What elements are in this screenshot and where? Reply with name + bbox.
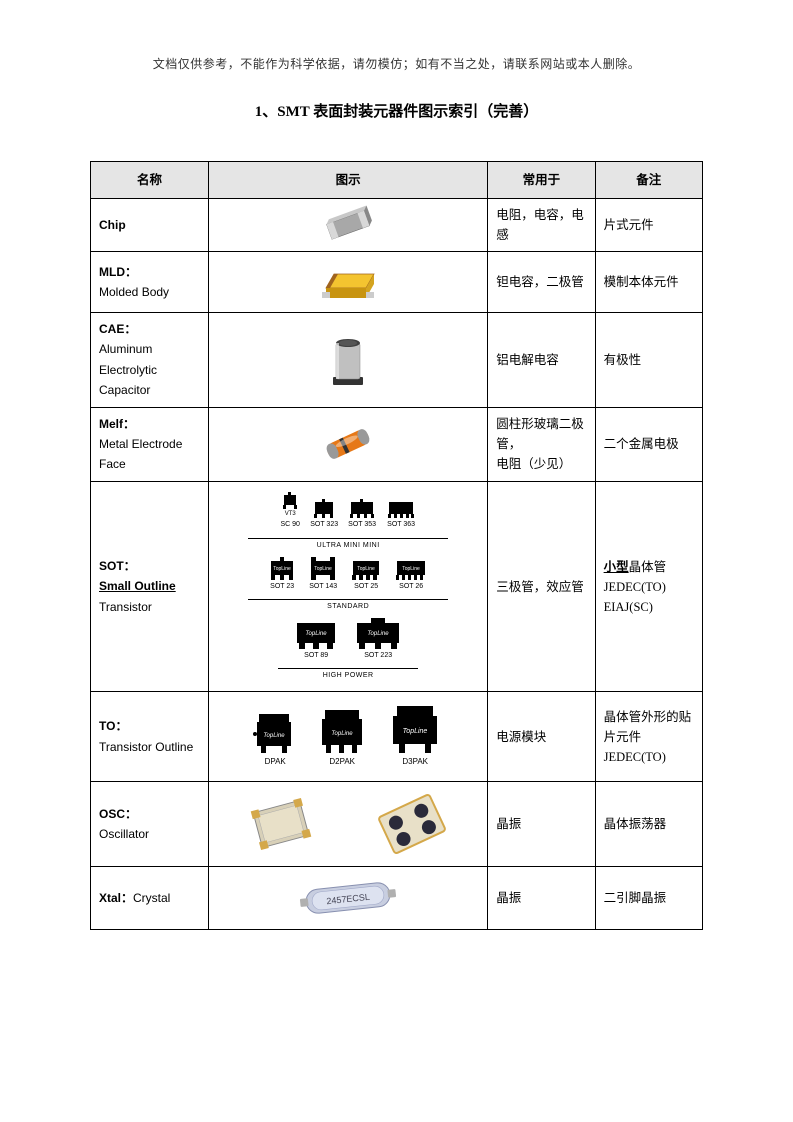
- xtal-icon: 2457ECSL: [293, 873, 403, 923]
- name-cell: MLD： Molded Body: [91, 252, 209, 313]
- table-row: TO： Transistor Outline TopLineDPAK TopLi…: [91, 692, 703, 782]
- svg-text:TopLine: TopLine: [314, 566, 332, 572]
- usage-cell: 三极管，效应管: [488, 481, 595, 692]
- note-bold: 小型: [604, 560, 629, 574]
- name-bold: OSC：: [99, 807, 137, 821]
- name-cell: Chip: [91, 199, 209, 252]
- usage-cell: 钽电容，二极管: [488, 252, 595, 313]
- svg-text:TopLine: TopLine: [306, 631, 328, 637]
- svg-text:TopLine: TopLine: [264, 733, 286, 739]
- name-cell: Melf： Metal Electrode Face: [91, 407, 209, 481]
- table-header-row: 名称 图示 常用于 备注: [91, 162, 703, 199]
- sot-diagram: VT3SC 90 SOT 323 SOT 353 SOT 363 ULTRA M…: [217, 488, 479, 686]
- name-bold: Chip: [99, 218, 126, 232]
- note-cell: 片式元件: [595, 199, 702, 252]
- image-cell: [209, 407, 488, 481]
- usage-cell: 铝电解电容: [488, 313, 595, 408]
- svg-text:TopLine: TopLine: [402, 566, 420, 572]
- table-row: CAE： Aluminum Electrolytic Capacitor 铝电解…: [91, 313, 703, 408]
- note-cell: 小型晶体管 JEDEC(TO) EIAJ(SC): [595, 481, 702, 692]
- table-row: Xtal：Crystal 2457ECSL 晶振 二引脚晶振: [91, 867, 703, 930]
- name-cell: Xtal：Crystal: [91, 867, 209, 930]
- name-bold: MLD：: [99, 265, 137, 279]
- image-cell: [209, 199, 488, 252]
- name-cell: SOT： Small Outline Transistor: [91, 481, 209, 692]
- name-cell: TO： Transistor Outline: [91, 692, 209, 782]
- svg-text:TopLine: TopLine: [332, 731, 354, 737]
- name-bold: SOT：: [99, 559, 136, 573]
- osc-icon: [249, 792, 313, 856]
- note-cell: 有极性: [595, 313, 702, 408]
- note-cell: 二引脚晶振: [595, 867, 702, 930]
- header-image: 图示: [209, 162, 488, 199]
- name-rest: Molded Body: [99, 285, 169, 299]
- name-rest: Crystal: [133, 891, 170, 905]
- usage-cell: 圆柱形玻璃二极管， 电阻（少见）: [488, 407, 595, 481]
- table-row: MLD： Molded Body 钽电容，二极管 模制本体元件: [91, 252, 703, 313]
- usage-cell: 电阻，电容，电感: [488, 199, 595, 252]
- mld-icon: [308, 258, 388, 306]
- image-cell: VT3SC 90 SOT 323 SOT 353 SOT 363 ULTRA M…: [209, 481, 488, 692]
- page-title: 1、SMT 表面封装元器件图示索引（完善）: [90, 100, 703, 121]
- note-cell: 二个金属电极: [595, 407, 702, 481]
- usage-cell: 电源模块: [488, 692, 595, 782]
- name-bold: TO：: [99, 719, 127, 733]
- image-cell: [209, 252, 488, 313]
- name-bold: Xtal：: [99, 891, 133, 905]
- melf-icon: [308, 421, 388, 467]
- usage-cell: 晶振: [488, 782, 595, 867]
- note-cell: 模制本体元件: [595, 252, 702, 313]
- name-cell: OSC： Oscillator: [91, 782, 209, 867]
- name-rest: Transistor: [99, 600, 152, 614]
- name-rest: Oscillator: [99, 827, 149, 841]
- table-row: Melf： Metal Electrode Face 圆柱形玻璃二极管， 电阻（…: [91, 407, 703, 481]
- header-name: 名称: [91, 162, 209, 199]
- svg-text:TopLine: TopLine: [273, 566, 291, 572]
- osc-diagram: [217, 788, 479, 860]
- svg-text:TopLine: TopLine: [357, 566, 375, 572]
- svg-text:TopLine: TopLine: [368, 631, 390, 637]
- name-uline: Small Outline: [99, 579, 176, 593]
- disclaimer-text: 文档仅供参考，不能作为科学依据，请勿模仿；如有不当之处，请联系网站或本人删除。: [90, 55, 703, 72]
- cae-icon: [313, 329, 383, 391]
- header-usage: 常用于: [488, 162, 595, 199]
- name-rest: Aluminum Electrolytic Capacitor: [99, 342, 157, 397]
- usage-cell: 晶振: [488, 867, 595, 930]
- image-cell: [209, 782, 488, 867]
- component-table: 名称 图示 常用于 备注 Chip: [90, 161, 703, 930]
- chip-icon: [313, 205, 383, 245]
- to-diagram: TopLineDPAK TopLineD2PAK TopLineD3PAK: [217, 698, 479, 775]
- osc-icon: [376, 792, 448, 856]
- name-rest: Metal Electrode Face: [99, 437, 182, 471]
- svg-text:TopLine: TopLine: [403, 728, 428, 735]
- image-cell: TopLineDPAK TopLineD2PAK TopLineD3PAK: [209, 692, 488, 782]
- name-bold: Melf：: [99, 417, 135, 431]
- image-cell: 2457ECSL: [209, 867, 488, 930]
- table-row: OSC： Oscillator 晶振 晶体振荡器: [91, 782, 703, 867]
- name-bold: CAE：: [99, 322, 136, 336]
- table-row: Chip 电阻，电容，电感 片式元件: [91, 199, 703, 252]
- header-note: 备注: [595, 162, 702, 199]
- name-cell: CAE： Aluminum Electrolytic Capacitor: [91, 313, 209, 408]
- table-row: SOT： Small Outline Transistor VT3SC 90 S…: [91, 481, 703, 692]
- name-rest: Transistor Outline: [99, 740, 193, 754]
- note-cell: 晶体振荡器: [595, 782, 702, 867]
- note-cell: 晶体管外形的贴片元件 JEDEC(TO): [595, 692, 702, 782]
- image-cell: [209, 313, 488, 408]
